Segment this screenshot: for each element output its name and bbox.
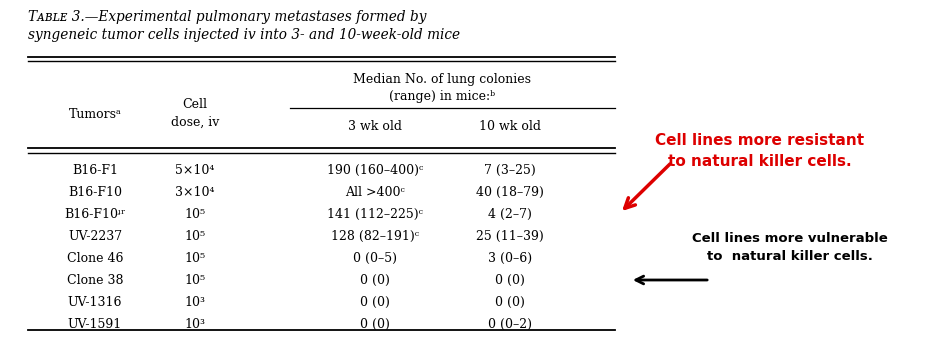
Text: B16-F1: B16-F1 bbox=[72, 163, 118, 176]
Text: UV-2237: UV-2237 bbox=[68, 229, 122, 243]
Text: 0 (0): 0 (0) bbox=[494, 295, 524, 309]
Text: 0 (0): 0 (0) bbox=[494, 273, 524, 287]
Text: UV-1316: UV-1316 bbox=[67, 295, 122, 309]
Text: UV-1591: UV-1591 bbox=[67, 318, 122, 331]
Text: to  natural killer cells.: to natural killer cells. bbox=[707, 249, 872, 262]
Text: 5×10⁴: 5×10⁴ bbox=[175, 163, 214, 176]
Text: 10³: 10³ bbox=[184, 295, 205, 309]
Text: Tᴀʙʟᴇ 3.—Experimental pulmonary metastases formed by: Tᴀʙʟᴇ 3.—Experimental pulmonary metastas… bbox=[28, 10, 426, 24]
Text: 40 (18–79): 40 (18–79) bbox=[475, 185, 544, 198]
Text: 141 (112–225)ᶜ: 141 (112–225)ᶜ bbox=[327, 207, 422, 221]
Text: B16-F10: B16-F10 bbox=[68, 185, 122, 198]
Text: 3 (0–6): 3 (0–6) bbox=[488, 251, 532, 265]
Text: 10⁵: 10⁵ bbox=[184, 207, 205, 221]
Text: 0 (0–2): 0 (0–2) bbox=[488, 318, 532, 331]
Text: 4 (2–7): 4 (2–7) bbox=[488, 207, 532, 221]
Text: dose, iv: dose, iv bbox=[170, 116, 219, 129]
Text: 3 wk old: 3 wk old bbox=[347, 119, 402, 132]
Text: syngeneic tumor cells injected iv into 3- and 10-week-old mice: syngeneic tumor cells injected iv into 3… bbox=[28, 28, 460, 42]
Text: 0 (0): 0 (0) bbox=[359, 295, 389, 309]
Text: (range) in mice:ᵇ: (range) in mice:ᵇ bbox=[388, 89, 494, 103]
Text: Cell lines more vulnerable: Cell lines more vulnerable bbox=[692, 232, 887, 245]
Text: 10 wk old: 10 wk old bbox=[478, 119, 540, 132]
Text: 190 (160–400)ᶜ: 190 (160–400)ᶜ bbox=[327, 163, 423, 176]
Text: 10⁵: 10⁵ bbox=[184, 251, 205, 265]
Text: Cell lines more resistant: Cell lines more resistant bbox=[655, 132, 864, 148]
Text: 25 (11–39): 25 (11–39) bbox=[475, 229, 543, 243]
Text: 0 (0): 0 (0) bbox=[359, 273, 389, 287]
Text: 0 (0–5): 0 (0–5) bbox=[353, 251, 397, 265]
Text: Median No. of lung colonies: Median No. of lung colonies bbox=[353, 74, 531, 86]
Text: Clone 38: Clone 38 bbox=[66, 273, 124, 287]
Text: B16-F10ᶡʳ: B16-F10ᶡʳ bbox=[65, 207, 125, 221]
Text: 128 (82–191)ᶜ: 128 (82–191)ᶜ bbox=[330, 229, 418, 243]
Text: 10⁵: 10⁵ bbox=[184, 229, 205, 243]
Text: 0 (0): 0 (0) bbox=[359, 318, 389, 331]
Text: Cell: Cell bbox=[183, 98, 207, 111]
Text: Tumorsᵃ: Tumorsᵃ bbox=[68, 108, 122, 121]
Text: to natural killer cells.: to natural killer cells. bbox=[667, 154, 851, 170]
Text: 3×10⁴: 3×10⁴ bbox=[175, 185, 214, 198]
Text: All >400ᶜ: All >400ᶜ bbox=[344, 185, 404, 198]
Text: Clone 46: Clone 46 bbox=[66, 251, 124, 265]
Text: 10⁵: 10⁵ bbox=[184, 273, 205, 287]
Text: 7 (3–25): 7 (3–25) bbox=[484, 163, 535, 176]
Text: 10³: 10³ bbox=[184, 318, 205, 331]
